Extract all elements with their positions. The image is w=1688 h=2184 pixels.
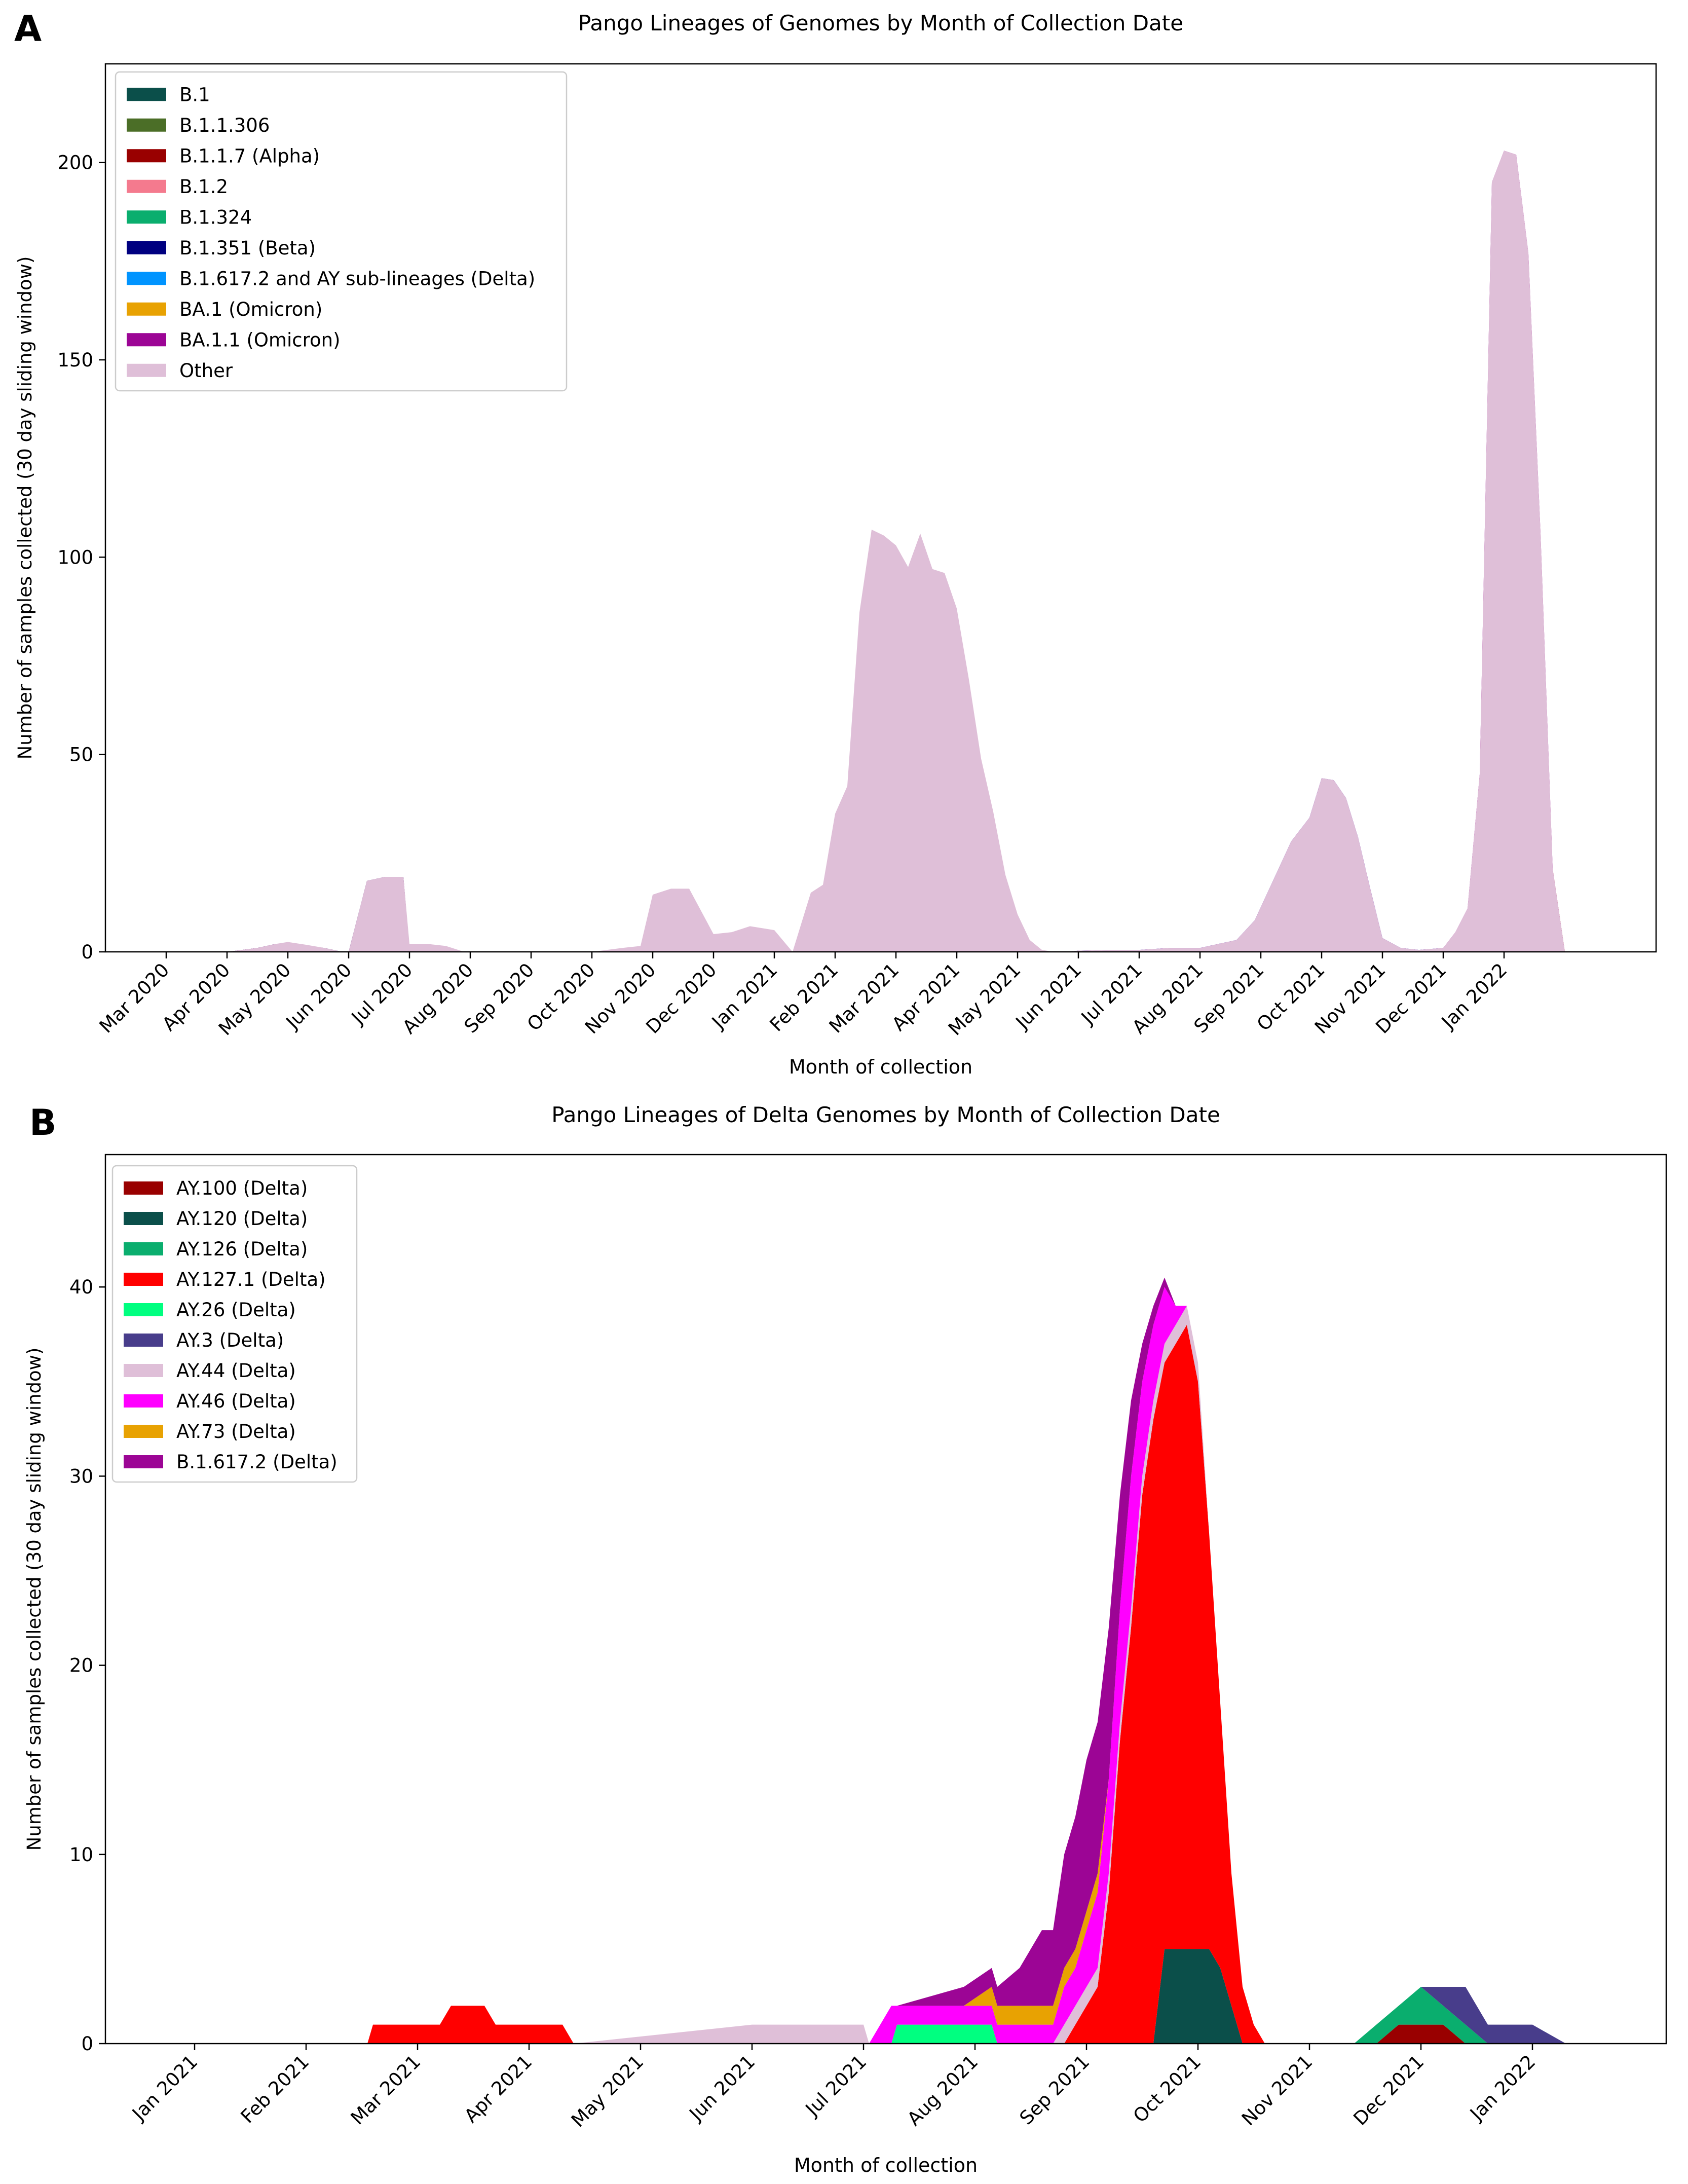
legend-swatch [127, 363, 166, 377]
x-tick-label: May 2021 [567, 2051, 648, 2131]
legend-swatch [124, 1455, 163, 1468]
y-tick-label: 50 [69, 744, 93, 766]
legend-label: AY.127.1 (Delta) [176, 1269, 326, 1290]
legend-label: B.1.2 [179, 176, 228, 198]
x-tick-label: Aug 2021 [903, 2051, 982, 2130]
x-axis-label: Month of collection [794, 2154, 978, 2176]
y-tick-label: 100 [57, 546, 93, 568]
series-area [367, 1306, 1566, 2044]
legend-label: AY.126 (Delta) [176, 1238, 308, 1260]
legend-swatch [124, 1181, 163, 1195]
legend: B.1 B.1.1.306 B.1.1.7 (Alpha) B.1.2 B.1.324 B… [115, 71, 568, 392]
legend-label: AY.100 (Delta) [176, 1177, 308, 1199]
series-area [367, 1324, 1566, 2044]
y-axis-label: Number of samples collected (30 day slid… [14, 256, 36, 760]
y-tick-label: 150 [57, 349, 93, 371]
legend-swatch [124, 1273, 163, 1286]
plot-frame [104, 63, 1657, 953]
legend-swatch [127, 333, 166, 347]
legend-box [111, 1165, 358, 1483]
y-tick-label: 0 [81, 2033, 93, 2055]
legend: AY.100 (Delta) AY.120 (Delta) AY.126 (Delt… [111, 1165, 358, 1483]
x-tick-label: Mar 2020 [95, 959, 174, 1038]
legend-swatch [124, 1394, 163, 1408]
chart-title: Pango Lineages of Delta Genomes by Month… [551, 1102, 1220, 1127]
legend-label: B.1.351 (Beta) [179, 237, 316, 259]
x-tick-label: Jan 2022 [1465, 2051, 1540, 2125]
y-tick-label: 40 [69, 1276, 93, 1298]
x-tick-label: Feb 2021 [237, 2051, 314, 2128]
legend-label: B.1.324 [179, 206, 252, 228]
x-tick-label: Jun 2021 [1011, 959, 1086, 1034]
series-area [166, 151, 1601, 952]
legend-label: AY.26 (Delta) [176, 1299, 296, 1321]
y-tick-label: 0 [81, 941, 93, 963]
series-area [367, 1324, 1566, 2044]
series-area [367, 1287, 1566, 2044]
x-tick-label: Oct 2021 [1129, 2051, 1206, 2127]
legend-swatch [124, 1242, 163, 1255]
x-tick-label: Jul 2021 [801, 2051, 871, 2121]
series-area [367, 2024, 1566, 2044]
legend-swatch [124, 1425, 163, 1438]
y-tick-label: 200 [57, 152, 93, 174]
legend-swatch [127, 210, 166, 224]
legend-label: BA.1 (Omicron) [179, 299, 322, 320]
legend-swatch [127, 241, 166, 254]
panel-b-letter: B [29, 1102, 57, 1143]
legend-swatch [127, 149, 166, 163]
x-tick-label: Mar 2021 [347, 2051, 425, 2129]
legend-label: Other [179, 360, 233, 382]
legend-swatch [127, 272, 166, 285]
x-tick-label: Sep 2021 [1016, 2051, 1094, 2129]
y-tick-label: 20 [69, 1655, 93, 1677]
x-tick-label: Nov 2021 [1237, 2051, 1317, 2130]
legend-label: AY.120 (Delta) [176, 1208, 308, 1230]
y-axis-label: Number of samples collected (30 day slid… [23, 1348, 45, 1851]
legend-swatch [124, 1364, 163, 1377]
series-area [367, 1287, 1566, 2044]
legend-box [115, 71, 568, 392]
panel-a: A 0 50 100 150 200 Mar 2020 Apr 2020 May 2020 Ju… [0, 0, 1688, 1090]
legend-label: AY.46 (Delta) [176, 1390, 296, 1412]
x-tick-label: Jan 2021 [127, 2051, 202, 2125]
x-tick-label: Dec 2021 [1349, 2051, 1428, 2130]
x-tick-label: Jan 2022 [1437, 959, 1511, 1033]
panel-b: B 0 10 20 30 40 Jan 2021 Feb 2021 Mar 2021 Apr 2… [0, 1090, 1688, 2182]
legend-swatch [127, 179, 166, 193]
legend-label: B.1.617.2 and AY sub-lineages (Delta) [179, 268, 535, 289]
chart-title: Pango Lineages of Genomes by Month of Co… [578, 11, 1183, 35]
legend-label: B.1 [179, 84, 210, 105]
legend-label: AY.3 (Delta) [176, 1329, 284, 1351]
x-tick-label: Jun 2020 [281, 959, 356, 1034]
legend-swatch [127, 88, 166, 101]
x-tick-label: Jun 2021 [685, 2051, 760, 2126]
x-axis-label: Month of collection [789, 1056, 972, 1078]
y-tick-label: 30 [69, 1465, 93, 1487]
legend-swatch [124, 1303, 163, 1316]
legend-label: AY.73 (Delta) [176, 1421, 296, 1442]
x-tick-label: Apr 2021 [460, 2051, 537, 2127]
legend-swatch [124, 1212, 163, 1225]
legend-label: BA.1.1 (Omicron) [179, 329, 341, 351]
legend-swatch [124, 1334, 163, 1347]
legend-label: B.1.1.7 (Alpha) [179, 145, 320, 167]
plot-frame [104, 1154, 1667, 2045]
series-area [367, 1277, 1566, 2044]
panel-a-letter: A [14, 8, 42, 50]
chart-b: 0 10 20 30 40 Jan 2021 Feb 2021 Mar 2021 Apr 202… [23, 1102, 1667, 2176]
series-area [367, 1324, 1566, 2044]
legend-swatch [127, 302, 166, 316]
legend-label: B.1.617.2 (Delta) [176, 1451, 337, 1473]
y-tick-label: 10 [69, 1844, 93, 1866]
legend-label: AY.44 (Delta) [176, 1360, 296, 1382]
legend-label: B.1.1.306 [179, 115, 270, 136]
legend-swatch [127, 118, 166, 132]
